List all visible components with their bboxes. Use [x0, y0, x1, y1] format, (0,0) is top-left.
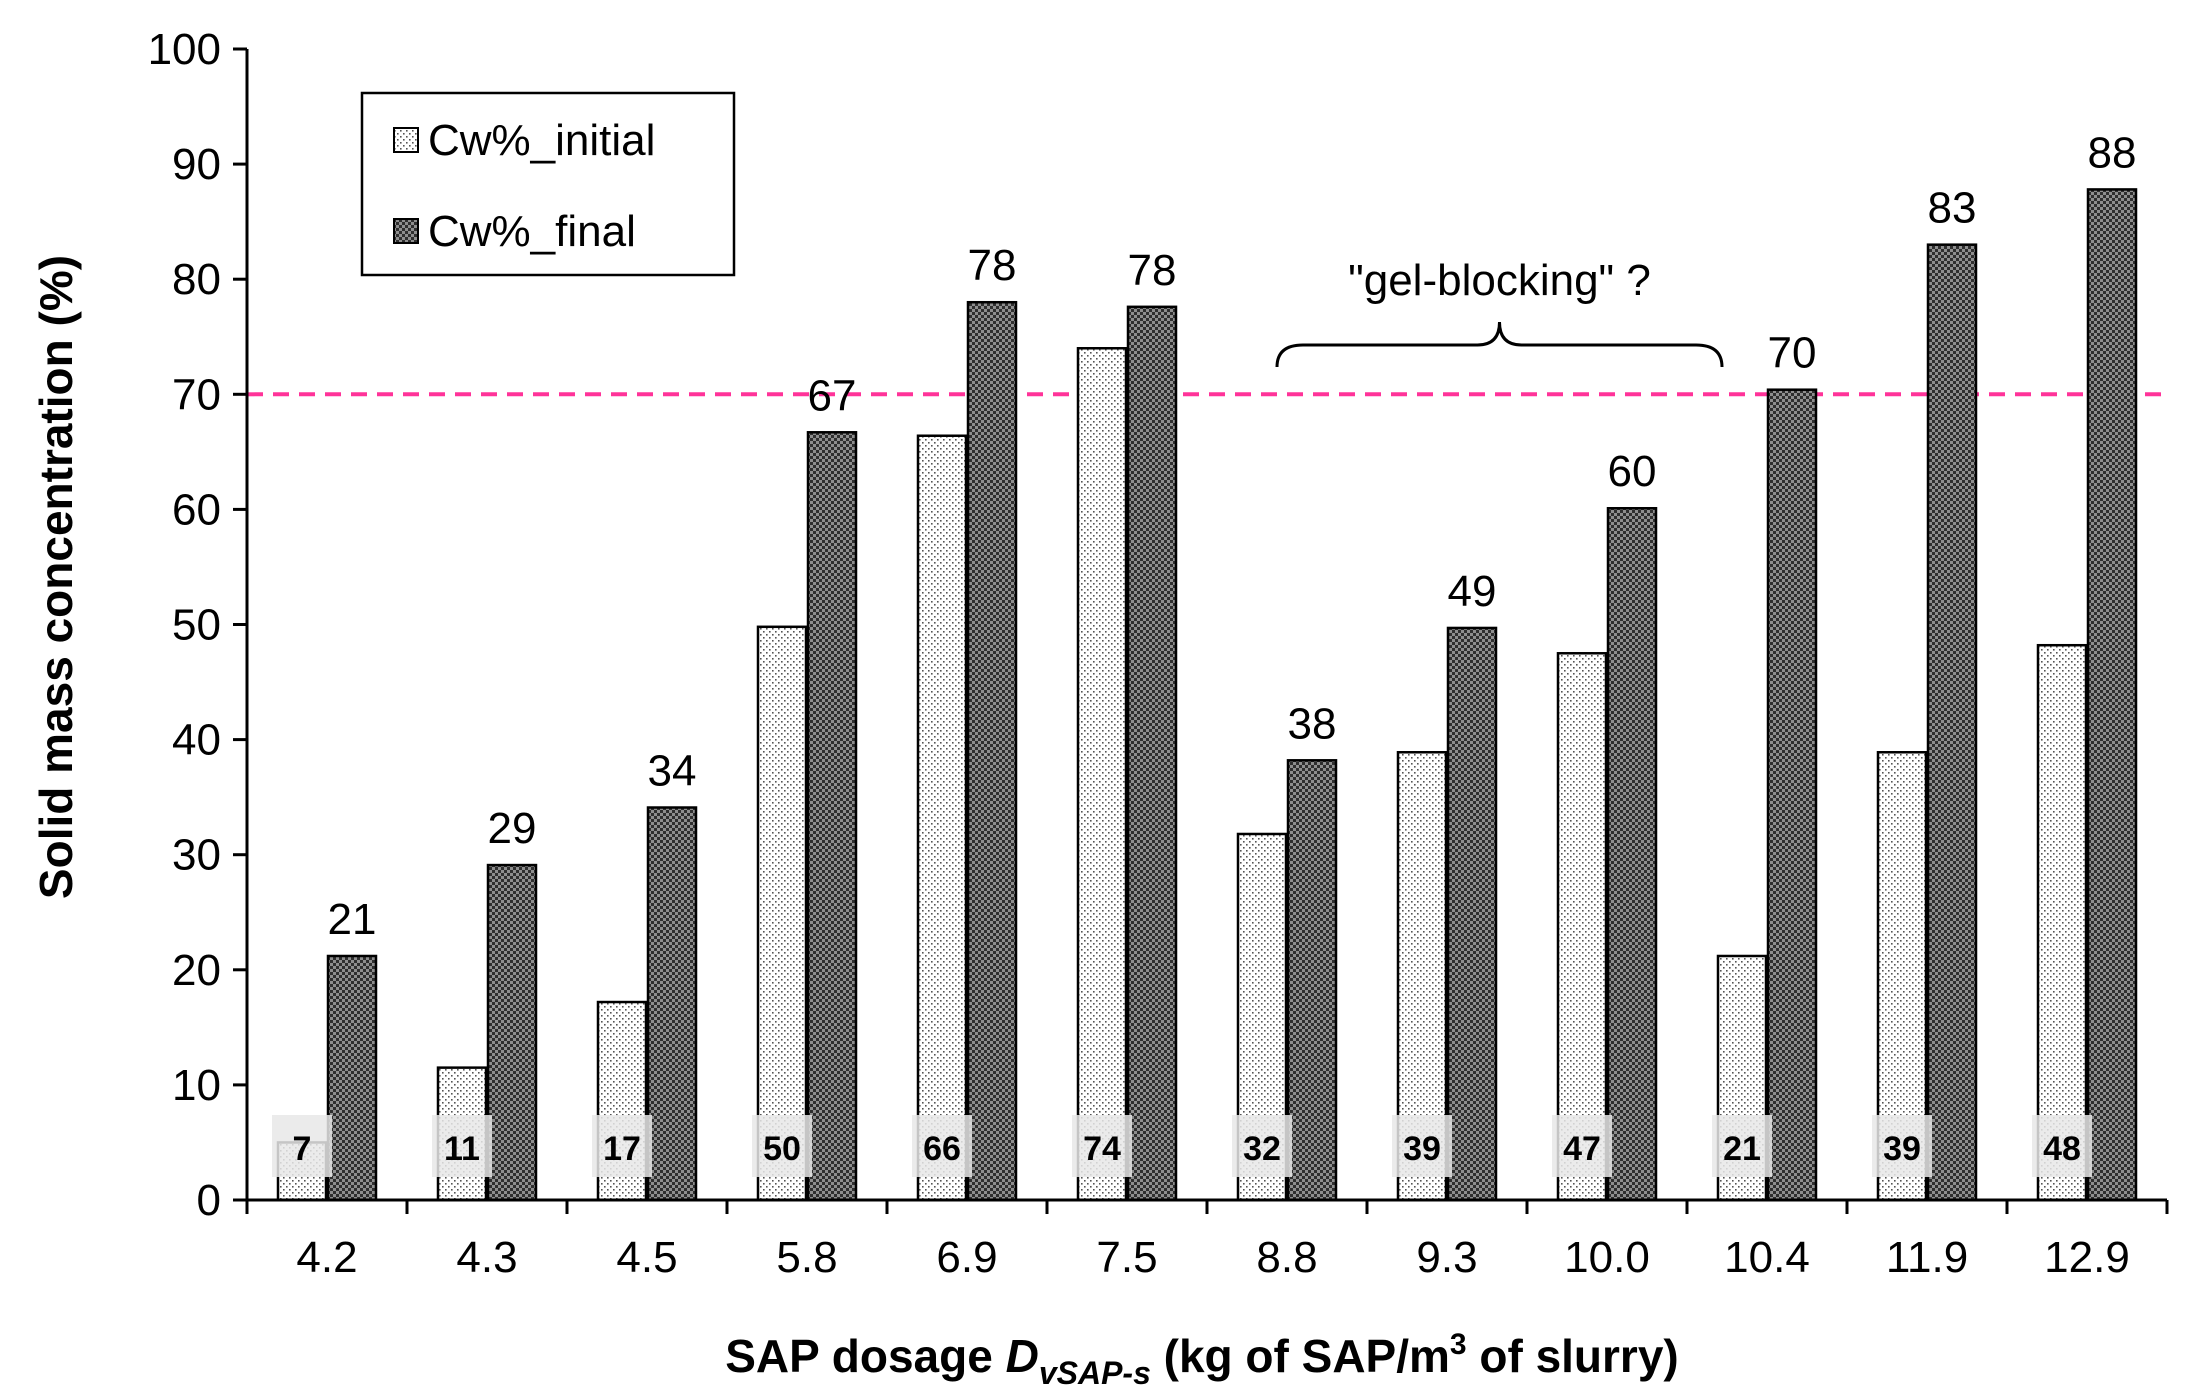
data-label-final: 49 [1448, 567, 1497, 616]
y-axis-title: Solid mass concentration (%) [30, 255, 82, 899]
x-tick-label: 8.8 [1256, 1233, 1317, 1282]
data-label-final: 70 [1768, 329, 1817, 378]
bar-initial [916, 434, 968, 1202]
data-label-initial-bg [592, 1115, 652, 1177]
data-labels-group: 21 7 29 11 34 17 67 50 78 66 78 74 38 32 49 39 60 47 70 21 8… [272, 128, 2136, 1177]
data-label-initial-bg [1392, 1115, 1452, 1177]
bar-initial [2036, 643, 2088, 1202]
data-label-initial: 48 [2043, 1130, 2081, 1168]
legend: Cw%_initial Cw%_final [360, 91, 736, 277]
axes-group: 0 10 20 30 40 50 60 70 80 90 100 4.2 4.3 4.5 5.8 6.9 7.5… [148, 25, 2169, 1282]
x-tick-label: 4.3 [456, 1233, 517, 1282]
data-label-initial: 74 [1083, 1130, 1121, 1168]
x-tick-label: 6.9 [936, 1233, 997, 1282]
bar-initial [1556, 652, 1608, 1202]
bar-final [326, 954, 378, 1202]
bar-final [1606, 506, 1658, 1202]
bars-group [276, 188, 2138, 1202]
data-label-initial-bg [1872, 1115, 1932, 1177]
legend-swatch-initial [393, 127, 419, 153]
bar-initial [756, 625, 808, 1202]
data-label-initial: 47 [1563, 1130, 1601, 1168]
data-label-initial-bg [1072, 1115, 1132, 1177]
data-label-final: 29 [488, 804, 537, 853]
bar-final [1286, 759, 1338, 1202]
bar-final [1766, 388, 1818, 1202]
data-label-initial: 50 [763, 1130, 801, 1168]
bar-initial [1076, 347, 1128, 1202]
data-label-initial: 39 [1403, 1130, 1441, 1168]
x-tick-label: 9.3 [1416, 1233, 1477, 1282]
y-tick-label: 90 [172, 140, 221, 189]
data-label-final: 78 [1128, 246, 1177, 295]
x-tick-label: 5.8 [776, 1233, 837, 1282]
bar-final [1446, 626, 1498, 1202]
data-label-initial-bg [752, 1115, 812, 1177]
data-label-initial: 66 [923, 1130, 961, 1168]
gel-blocking-annotation: "gel-blocking" ? [1275, 256, 1724, 368]
y-tick-label: 50 [172, 601, 221, 650]
y-tick-label: 40 [172, 716, 221, 765]
data-label-initial: 32 [1243, 1130, 1281, 1168]
data-label-initial-bg [432, 1115, 492, 1177]
x-tick-label: 11.9 [1886, 1233, 1968, 1282]
bar-final [806, 431, 858, 1202]
bar-final [1126, 305, 1178, 1202]
y-tick-label: 60 [172, 485, 221, 534]
legend-box [360, 91, 736, 277]
bar-final [486, 863, 538, 1202]
data-label-final: 21 [328, 895, 377, 944]
y-tick-label: 20 [172, 946, 221, 995]
data-label-initial-bg [272, 1115, 332, 1177]
y-tick-label: 0 [197, 1176, 221, 1225]
y-tick-label: 10 [172, 1061, 221, 1110]
y-tick-label: 100 [148, 25, 221, 74]
data-label-initial-bg [1712, 1115, 1772, 1177]
data-label-initial-bg [2032, 1115, 2092, 1177]
annotation-brace [1275, 321, 1724, 368]
data-label-final: 78 [968, 241, 1017, 290]
legend-label-initial: Cw%_initial [428, 116, 655, 165]
data-label-initial: 17 [603, 1130, 641, 1168]
y-tick-label: 80 [172, 255, 221, 304]
x-tick-label: 4.5 [616, 1233, 677, 1282]
data-label-final: 88 [2088, 128, 2137, 177]
legend-label-final: Cw%_final [428, 207, 636, 256]
y-tick-label: 70 [172, 370, 221, 419]
x-tick-label: 10.4 [1724, 1233, 1810, 1282]
x-tick-label: 10.0 [1564, 1233, 1650, 1282]
data-label-final: 83 [1928, 184, 1977, 233]
bar-final [2086, 188, 2138, 1202]
x-tick-label: 12.9 [2044, 1233, 2130, 1282]
x-axis-title: SAP dosage DvSAP-s (kg of SAP/m3 of slur… [725, 1328, 1679, 1391]
legend-swatch-final [393, 218, 419, 244]
data-label-final: 38 [1288, 699, 1337, 748]
y-tick-label: 30 [172, 831, 221, 880]
bar-final [966, 300, 1018, 1202]
data-label-final: 34 [648, 747, 697, 796]
data-label-initial-bg [1232, 1115, 1292, 1177]
data-label-initial: 39 [1883, 1130, 1921, 1168]
data-label-final: 60 [1608, 447, 1657, 496]
bar-final [646, 806, 698, 1202]
data-label-final: 67 [808, 371, 857, 420]
annotation-text: "gel-blocking" ? [1348, 256, 1651, 305]
data-label-initial: 11 [444, 1130, 480, 1168]
x-tick-label: 4.2 [296, 1233, 357, 1282]
data-label-initial: 21 [1723, 1130, 1761, 1168]
data-label-initial-bg [1552, 1115, 1612, 1177]
data-label-initial-bg [912, 1115, 972, 1177]
x-tick-label: 7.5 [1096, 1233, 1157, 1282]
bar-final [1926, 243, 1978, 1202]
data-label-initial: 7 [293, 1130, 312, 1168]
